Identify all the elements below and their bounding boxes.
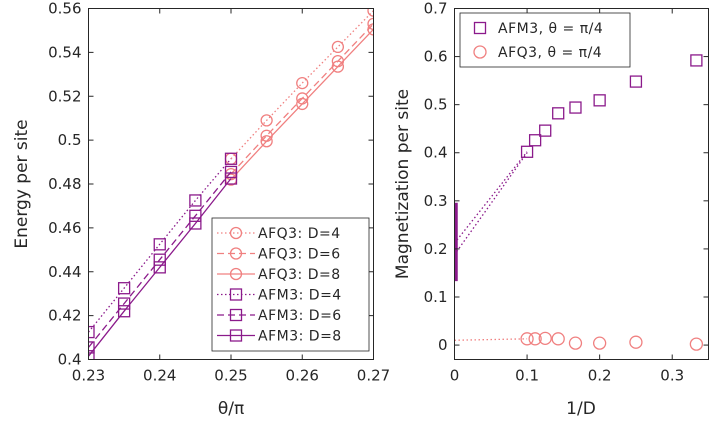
- energy-legend: AFQ3: D=4 AFQ3: D=6 AFQ3: D=8 AFM3: D=4 AFM3…: [211, 217, 370, 352]
- energy-legend-label: AFM3: D=6: [258, 308, 342, 324]
- magnetization-data-point: [538, 331, 552, 345]
- magnetization-y-tick-label: 0.7: [424, 0, 448, 18]
- energy-legend-swatch-marker: [229, 247, 243, 260]
- magnetization-y-tick-label: 0.3: [424, 192, 448, 210]
- energy-y-tick-label: 0.42: [48, 307, 81, 325]
- magnetization-y-tick-label: 0.1: [424, 288, 448, 306]
- energy-data-point: [331, 40, 345, 54]
- magnetization-data-point: [552, 107, 565, 120]
- energy-legend-swatch-marker: [229, 267, 243, 281]
- magnetization-data-point: [629, 75, 643, 88]
- magnetization-plot: 0 0.1 0.2 0.3 0 0.1 0.2 0.3 0.4 0.5 0.6 0.7 1/D Mag…: [393, 0, 709, 419]
- energy-y-tick-label: 0.54: [48, 43, 81, 61]
- magnetization-data-point: [592, 336, 607, 350]
- magnetization-x-tick-label: 0.2: [588, 367, 612, 385]
- energy-legend-label: AFQ3: D=4: [258, 226, 341, 242]
- energy-legend-swatch-marker: [229, 226, 243, 240]
- energy-y-tick-label: 0.44: [48, 263, 81, 281]
- energy-data-point: [117, 282, 131, 295]
- magnetization-y-tick-label: 0.4: [424, 144, 448, 162]
- magnetization-x-tick-label: 0: [450, 367, 460, 385]
- energy-x-tick-label: 0.23: [72, 367, 105, 385]
- magnetization-y-tick-label: 0.6: [424, 48, 448, 66]
- energy-y-tick-label: 0.4: [58, 351, 82, 369]
- magnetization-y-tick-label: 0.2: [424, 240, 448, 258]
- energy-x-tick-label: 0.27: [357, 367, 390, 385]
- energy-legend-label: AFM3: D=8: [258, 329, 342, 345]
- energy-y-tick-label: 0.48: [48, 175, 81, 193]
- energy-series-line: [230, 10, 374, 160]
- magnetization-data-point: [568, 336, 583, 350]
- magnetization-data-point: [520, 332, 534, 346]
- magnetization-data-point: [520, 145, 534, 158]
- energy-plot: 0.23 0.24 0.25 0.26 0.27 0.4 0.42 0.44 0.46 0.48 0…: [12, 0, 390, 419]
- magnetization-legend-swatch-marker: [473, 45, 487, 59]
- magnetization-legend: AFM3, θ = π/4 AFQ3, θ = π/4: [459, 12, 631, 68]
- energy-data-point: [296, 97, 309, 111]
- magnetization-legend-label: AFM3, θ = π/4: [498, 21, 603, 37]
- energy-series-line: [88, 171, 232, 348]
- extrapolation-fit-line: [454, 152, 528, 256]
- magnetization-legend-swatch-marker: [473, 21, 487, 35]
- energy-legend-swatch-marker: [229, 329, 243, 342]
- magnetization-data-point: [528, 134, 542, 147]
- magnetization-plot-frame: [454, 8, 709, 360]
- magnetization-legend-label: AFQ3, θ = π/4: [498, 45, 602, 61]
- energy-data-point: [189, 194, 202, 207]
- energy-series-line: [230, 28, 374, 181]
- energy-data-point: [153, 238, 166, 251]
- energy-data-point: [224, 165, 238, 179]
- energy-legend-label: AFM3: D=4: [258, 288, 342, 304]
- energy-data-point: [224, 152, 238, 165]
- energy-legend-label: AFQ3: D=8: [258, 267, 341, 283]
- energy-series-line: [88, 178, 232, 357]
- magnetization-data-point: [528, 332, 542, 346]
- extrapolation-fit-line: [454, 338, 528, 341]
- energy-data-point: [260, 114, 273, 127]
- magnetization-data-point: [551, 332, 565, 346]
- energy-x-tick-label: 0.24: [143, 367, 176, 385]
- magnetization-y-axis-label: Magnetization per site: [393, 89, 413, 279]
- energy-legend-swatch-marker: [229, 308, 243, 322]
- energy-y-tick-label: 0.46: [48, 219, 81, 237]
- magnetization-y-tick-label: 0.5: [424, 96, 448, 114]
- magnetization-data-point: [593, 94, 606, 107]
- energy-x-tick-label: 0.25: [214, 367, 247, 385]
- energy-y-tick-label: 0.5: [58, 131, 82, 149]
- magnetization-x-tick-label: 0.3: [660, 367, 684, 385]
- energy-data-point: [331, 60, 345, 73]
- energy-data-point: [224, 172, 238, 185]
- energy-data-point: [189, 217, 202, 230]
- magnetization-legend-box: [459, 12, 631, 68]
- energy-y-tick-label: 0.52: [48, 87, 81, 105]
- energy-data-point: [296, 76, 309, 90]
- magnetization-y-tick-label: 0: [438, 336, 448, 354]
- magnetization-data-point: [539, 124, 552, 137]
- energy-legend-swatch-marker: [229, 288, 243, 301]
- energy-x-axis-label: θ/π: [218, 399, 244, 419]
- energy-legend-box: [211, 217, 370, 352]
- energy-x-tick-label: 0.26: [286, 367, 319, 385]
- magnetization-x-tick-label: 0.1: [515, 367, 539, 385]
- energy-legend-label: AFQ3: D=6: [258, 247, 341, 263]
- magnetization-data-point: [569, 101, 582, 114]
- energy-y-tick-label: 0.56: [48, 0, 81, 18]
- energy-data-point: [153, 261, 166, 274]
- energy-data-point: [117, 305, 131, 318]
- energy-y-axis-label: Energy per site: [12, 119, 32, 248]
- magnetization-x-axis-label: 1/D: [566, 399, 596, 419]
- magnetization-data-point: [629, 335, 643, 349]
- extrapolation-fit-line: [454, 151, 528, 244]
- energy-data-point: [260, 135, 273, 148]
- energy-series-line: [88, 158, 232, 333]
- magnetization-data-point: [689, 337, 704, 351]
- magnetization-data-point: [690, 54, 703, 67]
